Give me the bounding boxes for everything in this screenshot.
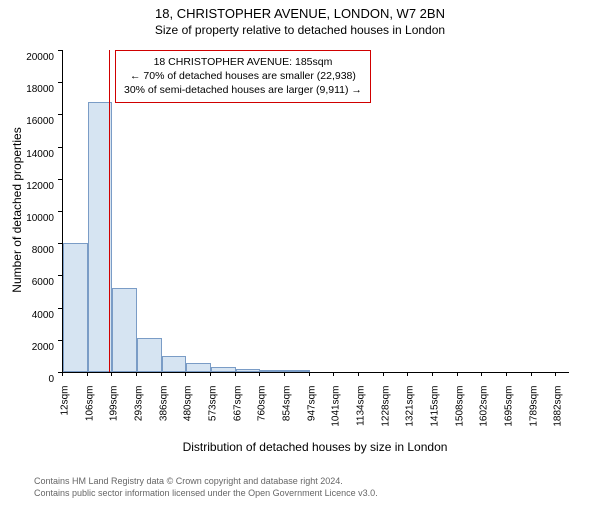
x-tick-label: 1321sqm (405, 386, 416, 446)
histogram-bar (186, 363, 211, 372)
x-tick-label: 1882sqm (553, 386, 564, 446)
x-tick-mark (136, 372, 137, 376)
x-tick-mark (161, 372, 162, 376)
x-axis-label: Distribution of detached houses by size … (62, 440, 568, 454)
attribution-text: Contains HM Land Registry data © Crown c… (34, 476, 378, 499)
histogram-bar (211, 367, 236, 372)
chart-subtitle: Size of property relative to detached ho… (0, 23, 600, 37)
y-tick-mark (58, 114, 62, 115)
x-tick-mark (383, 372, 384, 376)
x-tick-mark (87, 372, 88, 376)
y-axis-label: Number of detached properties (10, 110, 24, 310)
histogram-bar (260, 370, 285, 372)
x-tick-mark (62, 372, 63, 376)
x-tick-label: 480sqm (183, 386, 194, 446)
x-tick-mark (309, 372, 310, 376)
x-tick-label: 1789sqm (528, 386, 539, 446)
x-tick-label: 1415sqm (430, 386, 441, 446)
x-tick-label: 573sqm (208, 386, 219, 446)
attribution-line-1: Contains HM Land Registry data © Crown c… (34, 476, 378, 488)
x-tick-mark (333, 372, 334, 376)
x-tick-mark (432, 372, 433, 376)
x-tick-label: 199sqm (109, 386, 120, 446)
property-marker-line (109, 50, 110, 372)
x-tick-label: 106sqm (84, 386, 95, 446)
x-tick-mark (210, 372, 211, 376)
x-tick-mark (506, 372, 507, 376)
x-tick-label: 854sqm (282, 386, 293, 446)
x-tick-label: 1228sqm (380, 386, 391, 446)
x-tick-mark (185, 372, 186, 376)
y-tick-mark (58, 179, 62, 180)
x-tick-label: 1508sqm (454, 386, 465, 446)
y-tick-label: 0 (14, 374, 54, 390)
x-tick-mark (235, 372, 236, 376)
y-tick-mark (58, 340, 62, 341)
x-tick-label: 386sqm (158, 386, 169, 446)
histogram-bar (236, 369, 261, 372)
x-tick-mark (555, 372, 556, 376)
y-tick-mark (58, 275, 62, 276)
y-tick-mark (58, 211, 62, 212)
histogram-plot-area (62, 50, 569, 373)
y-tick-label: 2000 (14, 342, 54, 358)
y-tick-mark (58, 50, 62, 51)
x-tick-mark (481, 372, 482, 376)
y-tick-mark (58, 147, 62, 148)
x-tick-mark (457, 372, 458, 376)
histogram-bar (112, 288, 137, 372)
x-tick-label: 1041sqm (331, 386, 342, 446)
x-tick-label: 667sqm (232, 386, 243, 446)
x-tick-mark (531, 372, 532, 376)
x-tick-label: 1602sqm (479, 386, 490, 446)
y-tick-mark (58, 243, 62, 244)
x-tick-label: 293sqm (134, 386, 145, 446)
chart-title: 18, CHRISTOPHER AVENUE, LONDON, W7 2BN (0, 6, 600, 21)
x-tick-label: 1134sqm (356, 386, 367, 446)
x-tick-label: 12sqm (60, 386, 71, 446)
histogram-bar (137, 338, 162, 372)
y-tick-mark (58, 82, 62, 83)
x-tick-mark (358, 372, 359, 376)
histogram-bar (162, 356, 187, 372)
y-tick-label: 18000 (14, 84, 54, 100)
attribution-line-2: Contains public sector information licen… (34, 488, 378, 500)
x-tick-label: 947sqm (306, 386, 317, 446)
y-tick-mark (58, 308, 62, 309)
x-tick-mark (407, 372, 408, 376)
x-tick-mark (284, 372, 285, 376)
x-tick-mark (259, 372, 260, 376)
y-tick-label: 20000 (14, 52, 54, 68)
histogram-bar (63, 243, 88, 372)
y-tick-label: 4000 (14, 310, 54, 326)
x-tick-mark (111, 372, 112, 376)
histogram-bar (285, 370, 310, 372)
x-tick-label: 1695sqm (504, 386, 515, 446)
x-tick-label: 760sqm (257, 386, 268, 446)
